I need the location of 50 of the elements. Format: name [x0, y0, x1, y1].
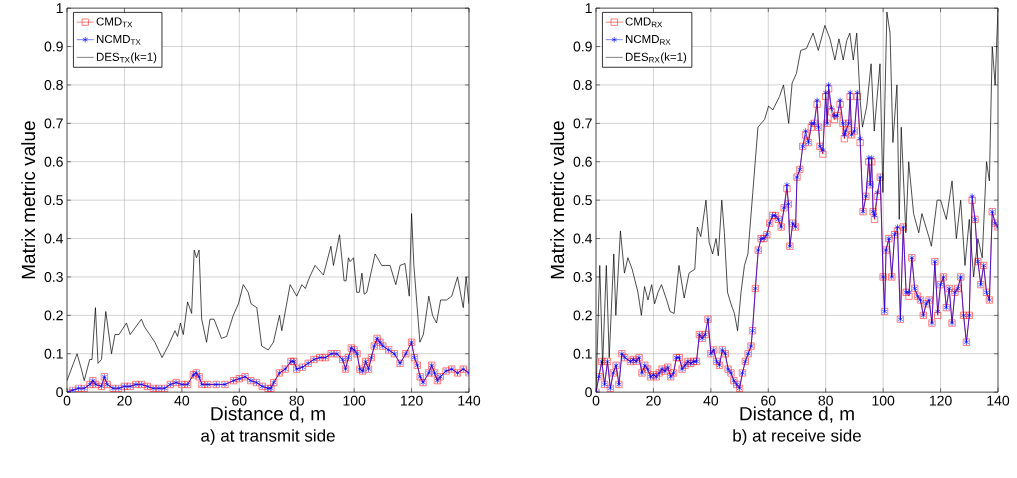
y-axis-title: Matrix metric value — [21, 121, 36, 279]
x-tick-label: 40 — [703, 395, 719, 406]
y-tick-label: 0.6 — [573, 156, 592, 167]
text: a) at transmit side — [201, 429, 335, 445]
x-tick-label: 100 — [343, 395, 366, 406]
y-tick-label: 0.4 — [44, 233, 64, 244]
y-tick-label: 0.9 — [573, 41, 592, 52]
y-tick-label: 0.3 — [44, 271, 63, 282]
x-tick-label: 60 — [761, 395, 776, 406]
legend-label: NCMD$_{RX}$ — [625, 34, 671, 45]
x-tick-label: 0 — [592, 395, 600, 406]
y-tick-label: 1 — [56, 3, 63, 13]
x-tick-label: 80 — [289, 395, 304, 406]
x-tick-label: 80 — [818, 395, 833, 406]
text: b) at receive side — [733, 429, 861, 445]
x-tick-label: 0 — [63, 395, 71, 406]
x-tick-label: 60 — [232, 395, 247, 406]
x-tick-label: 120 — [929, 395, 952, 406]
y-tick-label: 1 — [585, 3, 592, 13]
x-tick-label: 120 — [400, 395, 423, 406]
y-tick-label: 0.1 — [44, 348, 63, 359]
y-tick-label: 0.8 — [44, 79, 63, 90]
x-tick-label: 140 — [458, 395, 481, 406]
legend-label: CMD$_{RX}$ — [625, 17, 663, 28]
y-tick-label: 0.4 — [573, 233, 593, 244]
legend-label: NCMD$_{TX}$ — [96, 34, 141, 45]
y-tick-label: 0.5 — [44, 195, 63, 206]
x-tick-label: 20 — [646, 395, 661, 406]
y-tick-label: 0.7 — [573, 118, 592, 129]
y-tick-label: 0.2 — [573, 310, 592, 321]
y-tick-label: 0.5 — [573, 195, 592, 206]
x-tick-label: 140 — [987, 395, 1010, 406]
y-tick-label: 0 — [585, 387, 592, 398]
y-tick-label: 0.6 — [44, 156, 63, 167]
y-tick-label: 0.7 — [44, 118, 63, 129]
y-tick-label: 0.1 — [573, 348, 592, 359]
x-axis-title: Distance d, m — [211, 406, 325, 423]
x-axis-title: Distance d, m — [740, 406, 854, 423]
y-tick-label: 0 — [56, 387, 63, 398]
legend-label: DES$_{TX}$(k=1) — [96, 52, 157, 64]
x-tick-label: 20 — [117, 395, 132, 406]
y-tick-label: 0.8 — [573, 79, 592, 90]
y-tick-label: 0.9 — [44, 41, 63, 52]
y-tick-label: 0.2 — [44, 310, 63, 321]
legend-label: DES$_{RX}$(k=1) — [625, 52, 687, 64]
y-tick-label: 0.3 — [573, 271, 592, 282]
x-tick-label: 40 — [174, 395, 190, 406]
x-tick-label: 100 — [872, 395, 895, 406]
legend-label: CMD$_{TX}$ — [96, 17, 133, 28]
y-axis-title: Matrix metric value — [550, 121, 565, 279]
